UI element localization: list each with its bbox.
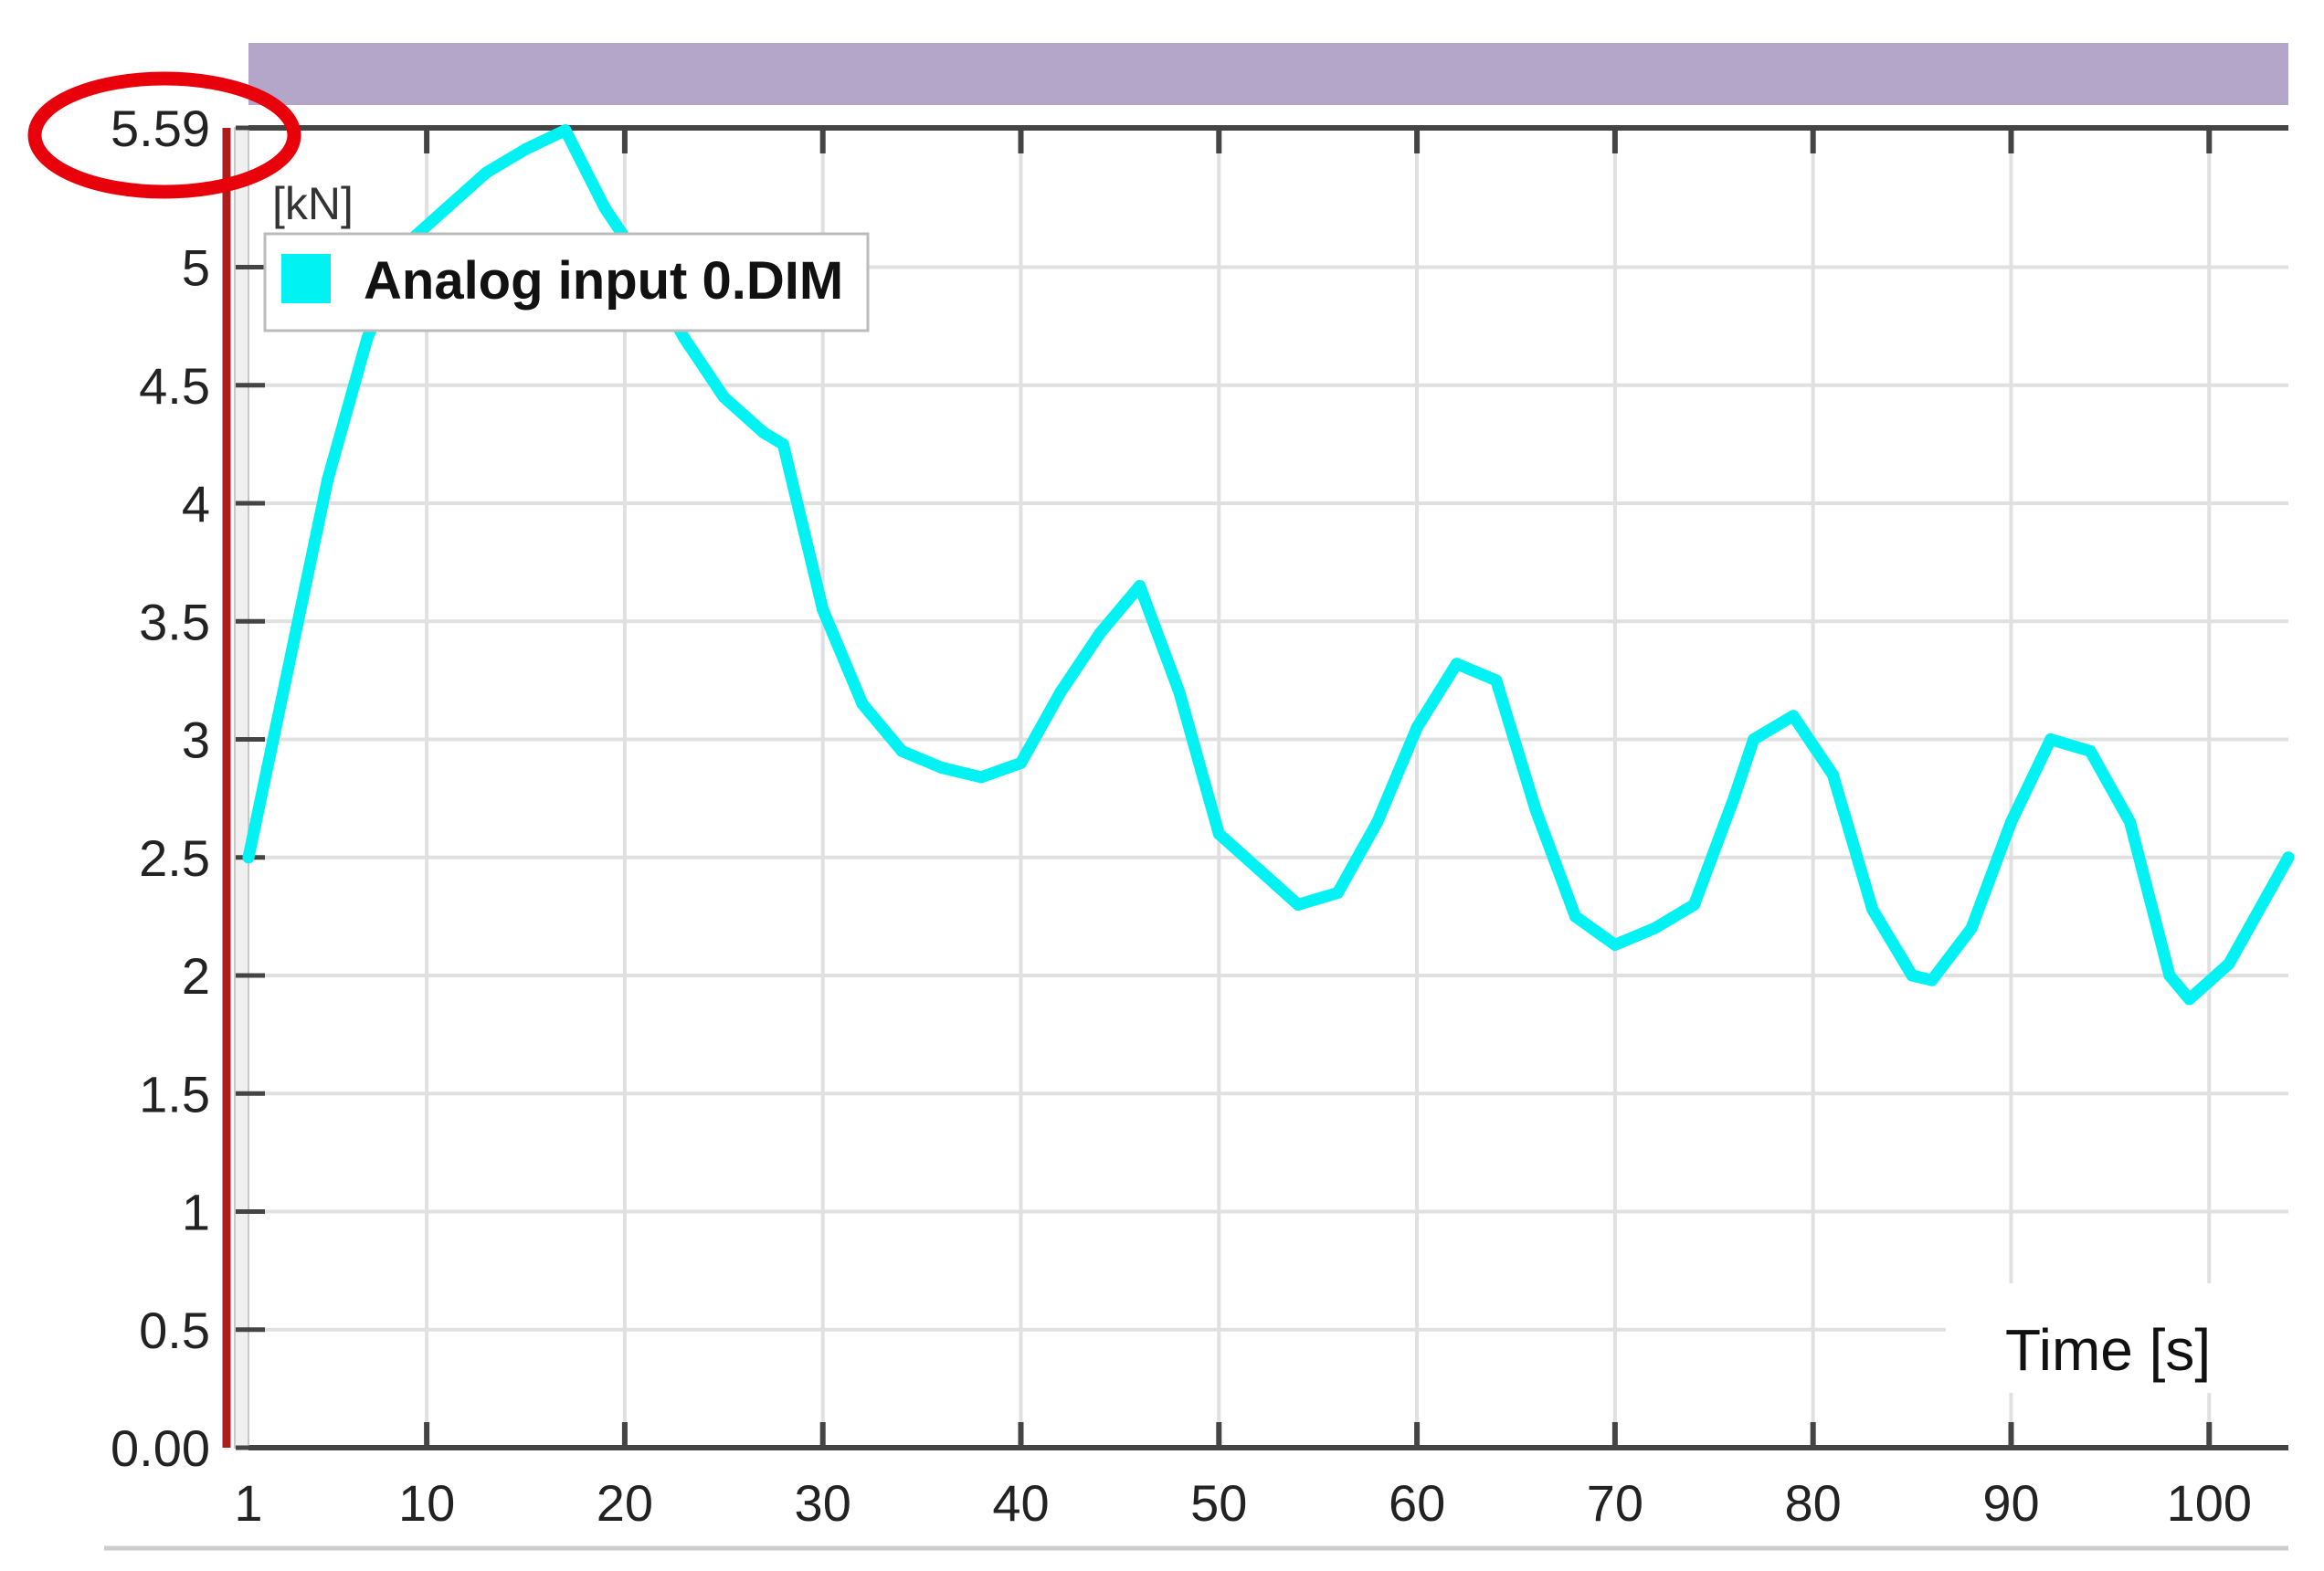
data-point: [1609, 938, 1622, 951]
data-point: [1866, 903, 1879, 916]
data-point: [1569, 910, 1581, 923]
data-point: [1748, 733, 1760, 745]
axes: [104, 125, 2288, 1551]
data-point: [1054, 686, 1067, 699]
data-point: [817, 603, 829, 616]
legend-box: [263, 232, 870, 332]
legend-swatch: [281, 254, 331, 303]
legend-label: Analog input 0.DIM: [364, 251, 843, 311]
data-point: [1688, 899, 1701, 911]
y-axis-unit-label: [kN]: [272, 178, 354, 229]
data-point: [559, 124, 572, 137]
data-point: [2223, 957, 2235, 970]
data-point: [1787, 710, 1800, 722]
data-point: [2084, 744, 2097, 757]
plot-header-bar: [248, 43, 2288, 105]
x-tick-label: 60: [1389, 1474, 1445, 1532]
x-tick-label: 10: [398, 1474, 455, 1532]
x-tick-label: 20: [597, 1474, 653, 1532]
y-tick-label: 1: [182, 1184, 210, 1241]
y-tick-label: 4: [182, 475, 210, 532]
y-tick-label: 4.5: [139, 357, 210, 415]
data-point: [1292, 899, 1305, 911]
x-tick-label: 90: [1982, 1474, 2039, 1532]
max-value-highlight-ellipse: [27, 71, 301, 199]
data-point: [281, 662, 294, 675]
data-point: [935, 762, 948, 774]
y-tick-labels: 0.00 0.5 1 1.5 2 2.5 3 3.5 4 4.5 5 5.59: [111, 100, 210, 1477]
y-tick-label: 1.5: [139, 1065, 210, 1123]
data-point: [1727, 792, 1740, 805]
data-point: [480, 166, 492, 179]
x-axis-title-background: [1946, 1283, 2288, 1393]
data-point: [2044, 733, 2057, 745]
x-tick-labels: 1 10 20 30 40 50 60 70 80 90 100: [234, 1474, 2252, 1532]
y-tick-label: 2: [182, 947, 210, 1005]
data-point: [1648, 922, 1661, 934]
x-tick-label: 80: [1785, 1474, 1842, 1532]
x-tick-label: 30: [795, 1474, 851, 1532]
data-point: [1410, 722, 1423, 734]
y-tick-label: 2.5: [139, 829, 210, 887]
data-point: [1134, 580, 1146, 592]
data-point: [1529, 804, 1542, 817]
data-point: [1212, 828, 1225, 840]
series-layer: [242, 124, 2295, 1006]
data-point: [2005, 816, 2017, 828]
y-tick-label: 0.00: [111, 1419, 210, 1477]
data-point: [678, 332, 691, 344]
data-point: [717, 391, 730, 404]
legend: Analog input 0.DIM: [263, 232, 870, 332]
data-point: [1965, 922, 1978, 934]
data-point: [1173, 686, 1186, 699]
data-point: [1490, 674, 1503, 687]
y-tick-label: 3.5: [139, 593, 210, 650]
data-point: [776, 438, 789, 450]
data-point: [322, 473, 334, 486]
data-point: [1826, 768, 1839, 781]
data-point: [1252, 863, 1265, 876]
data-point: [1451, 658, 1463, 670]
data-point: [2282, 851, 2295, 864]
y-tick-label: 0.5: [139, 1302, 210, 1359]
data-point: [242, 851, 255, 864]
data-point: [757, 427, 770, 438]
x-tick-label: 40: [992, 1474, 1049, 1532]
x-tick-label: 70: [1587, 1474, 1643, 1532]
x-tick-label: 100: [2167, 1474, 2252, 1532]
data-point: [1093, 627, 1106, 639]
data-point: [2163, 969, 2176, 982]
x-axis-title: Time [s]: [2005, 1317, 2211, 1383]
data-point: [1906, 969, 1918, 982]
data-point: [2183, 993, 2196, 1006]
data-point: [361, 332, 374, 344]
data-point: [1331, 887, 1344, 899]
data-point: [895, 744, 908, 757]
data-point: [598, 202, 611, 215]
series-line: [242, 124, 2295, 1006]
y-tick-label: 3: [182, 712, 210, 769]
data-point: [1371, 816, 1384, 828]
y-axis-hatched-strip: [234, 127, 249, 1449]
x-tick-label: 1: [234, 1474, 262, 1532]
data-point: [440, 202, 453, 215]
data-point: [975, 771, 988, 784]
data-point: [2124, 816, 2137, 828]
data-point: [1015, 756, 1027, 769]
y-tick-label: 5.59: [111, 100, 210, 157]
y-tick-label: 5: [182, 239, 210, 297]
data-point: [520, 142, 532, 155]
data-point: [856, 698, 869, 711]
data-point: [1926, 974, 1938, 986]
x-tick-label: 50: [1190, 1474, 1247, 1532]
